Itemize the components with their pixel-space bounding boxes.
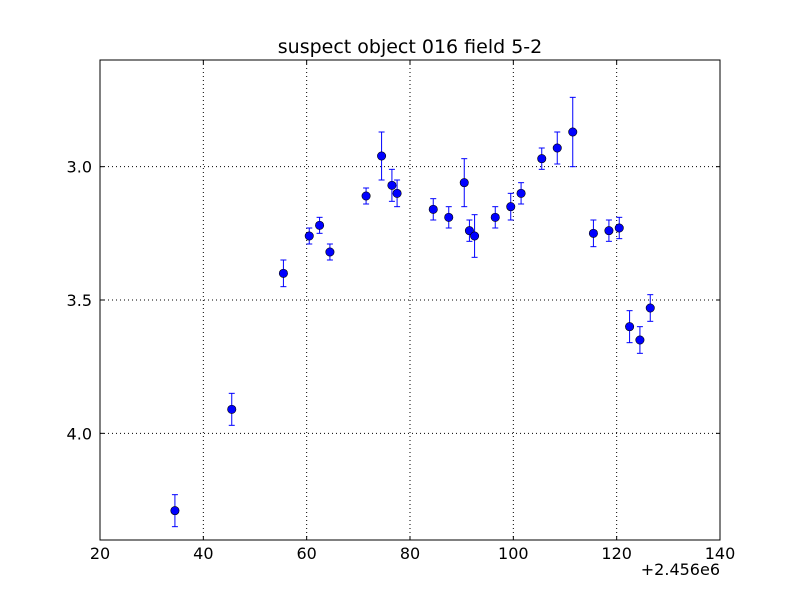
data-point (516, 188, 526, 198)
data-point (227, 404, 237, 414)
data-point (470, 231, 480, 241)
x-axis-tick-labels: 20 40 60 80 100 120 140 (90, 544, 735, 563)
x-axis-offset-label: +2.456e6 (641, 560, 720, 579)
chart-title: suspect object 016 field 5-2 (278, 36, 543, 58)
grid-lines (100, 60, 720, 540)
x-tick-label: 120 (601, 544, 632, 563)
data-point (604, 226, 614, 236)
data-point (444, 212, 454, 222)
axis-ticks (99, 60, 721, 540)
data-point (614, 223, 624, 233)
x-tick-label: 100 (498, 544, 529, 563)
y-tick-label: 4.0 (67, 424, 92, 443)
y-axis-tick-labels: 3.0 3.5 4.0 (67, 158, 92, 444)
x-tick-label: 80 (400, 544, 420, 563)
data-point (392, 188, 402, 198)
y-tick-label: 3.5 (67, 291, 92, 310)
data-point (304, 231, 314, 241)
data-point (377, 151, 387, 161)
x-tick-label: 140 (705, 544, 736, 563)
x-tick-label: 40 (193, 544, 213, 563)
x-tick-label: 20 (90, 544, 110, 563)
data-point (387, 180, 397, 190)
data-point (537, 154, 547, 164)
data-point (361, 191, 371, 201)
data-point (315, 220, 325, 230)
data-point (645, 303, 655, 313)
data-point (490, 212, 500, 222)
x-tick-label: 60 (296, 544, 316, 563)
data-point (635, 335, 645, 345)
data-point (625, 322, 635, 332)
data-point (278, 268, 288, 278)
data-point (552, 143, 562, 153)
data-point (428, 204, 438, 214)
data-points (170, 127, 655, 516)
data-point (459, 178, 469, 188)
data-point (325, 247, 335, 257)
data-point (170, 506, 180, 516)
data-point (588, 228, 598, 238)
data-point (568, 127, 578, 137)
data-point (506, 202, 516, 212)
y-tick-label: 3.0 (67, 158, 92, 177)
